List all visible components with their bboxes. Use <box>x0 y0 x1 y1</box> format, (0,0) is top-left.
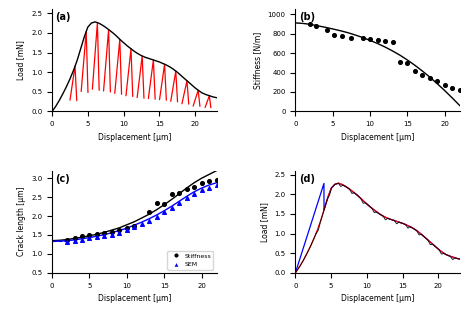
Stiffness <box>160 201 168 206</box>
SEM <box>64 239 71 244</box>
Point <box>374 38 382 43</box>
X-axis label: Displacement [μm]: Displacement [μm] <box>98 294 171 303</box>
Point <box>307 22 314 27</box>
Y-axis label: Load [mN]: Load [mN] <box>260 202 269 242</box>
Stiffness <box>213 178 220 183</box>
SEM <box>168 205 175 210</box>
Stiffness <box>153 200 161 205</box>
Point <box>312 23 320 28</box>
X-axis label: Displacement [μm]: Displacement [μm] <box>98 133 171 142</box>
Text: (c): (c) <box>55 174 70 184</box>
Point <box>456 87 464 92</box>
Text: (b): (b) <box>299 12 315 22</box>
SEM <box>86 236 93 241</box>
SEM <box>146 218 153 223</box>
SEM <box>198 188 205 193</box>
Stiffness <box>190 184 198 189</box>
Y-axis label: Load [mN]: Load [mN] <box>17 40 26 80</box>
SEM <box>153 214 161 219</box>
Point <box>339 33 346 38</box>
Point <box>366 36 374 41</box>
SEM <box>205 185 213 190</box>
Point <box>411 69 419 73</box>
Stiffness <box>146 210 153 215</box>
Legend: Stiffness, SEM: Stiffness, SEM <box>167 251 213 270</box>
Stiffness <box>78 233 86 238</box>
SEM <box>130 225 138 230</box>
Point <box>323 27 330 32</box>
SEM <box>100 233 108 238</box>
SEM <box>116 230 123 235</box>
SEM <box>78 237 86 242</box>
Text: (a): (a) <box>55 12 71 22</box>
Y-axis label: Crack length [μm]: Crack length [μm] <box>17 187 26 256</box>
Y-axis label: Stiffness [N/m]: Stiffness [N/m] <box>253 32 262 89</box>
X-axis label: Displacement [μm]: Displacement [μm] <box>341 133 414 142</box>
Text: (d): (d) <box>299 174 315 184</box>
Point <box>381 39 389 44</box>
Point <box>330 32 338 37</box>
Point <box>448 86 456 91</box>
Point <box>404 60 411 65</box>
SEM <box>93 235 101 240</box>
Point <box>441 83 448 88</box>
Stiffness <box>183 186 191 191</box>
Stiffness <box>86 232 93 237</box>
Stiffness <box>123 226 131 231</box>
Stiffness <box>71 236 78 241</box>
SEM <box>71 238 78 243</box>
Point <box>426 75 434 80</box>
Point <box>396 59 404 64</box>
SEM <box>183 195 191 200</box>
Point <box>359 36 366 41</box>
Stiffness <box>168 192 175 197</box>
X-axis label: Displacement [μm]: Displacement [μm] <box>341 294 414 303</box>
SEM <box>108 232 116 237</box>
Stiffness <box>175 190 183 195</box>
Stiffness <box>130 223 138 228</box>
Stiffness <box>64 237 71 242</box>
SEM <box>160 210 168 215</box>
SEM <box>175 200 183 205</box>
Point <box>434 79 441 84</box>
Stiffness <box>108 229 116 234</box>
Stiffness <box>205 179 213 184</box>
Stiffness <box>93 232 101 237</box>
Point <box>419 73 426 78</box>
Stiffness <box>116 228 123 233</box>
Point <box>389 40 396 45</box>
SEM <box>123 228 131 233</box>
SEM <box>138 222 146 227</box>
Stiffness <box>198 180 205 185</box>
SEM <box>190 192 198 197</box>
Point <box>347 35 355 40</box>
Stiffness <box>100 231 108 236</box>
SEM <box>213 183 220 188</box>
